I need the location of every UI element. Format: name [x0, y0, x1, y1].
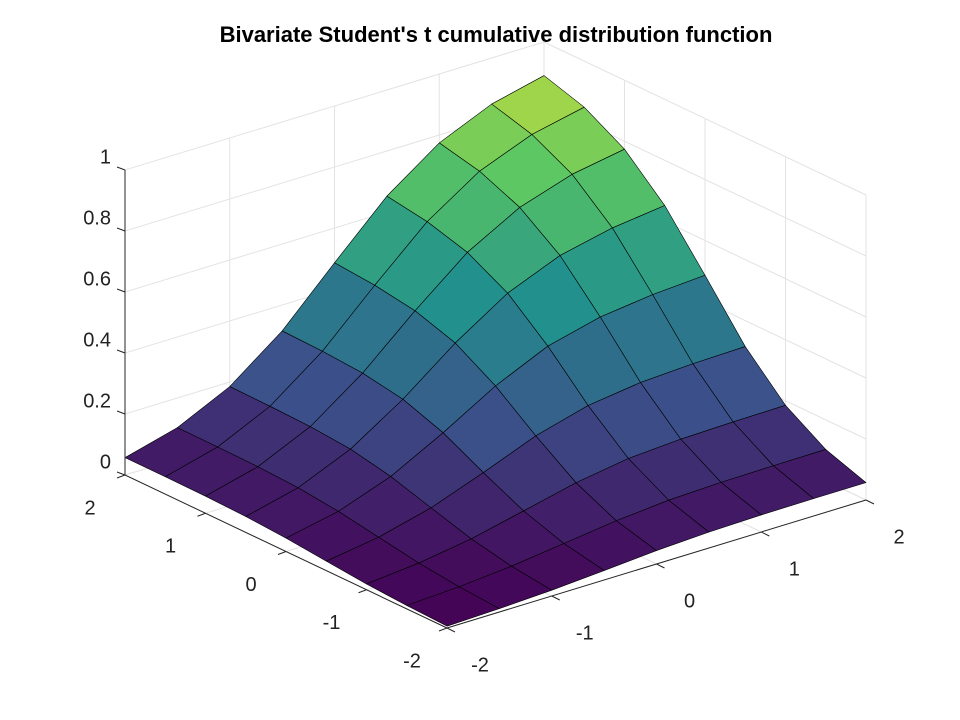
- z-tick: [116, 166, 126, 171]
- z-tick: [116, 288, 126, 293]
- y-tick-label: 0: [245, 574, 256, 596]
- y-tick-label: -2: [403, 650, 421, 672]
- z-tick-label: 0.8: [83, 207, 111, 229]
- y-tick-label: 2: [84, 497, 95, 519]
- z-tick-label: 0.6: [83, 268, 111, 290]
- x-tick: [656, 563, 665, 569]
- y-tick-label: -1: [323, 612, 341, 634]
- x-tick-label: 2: [893, 526, 904, 548]
- x-tick-label: 1: [789, 558, 800, 580]
- z-tick: [116, 471, 126, 476]
- z-tick-label: 0: [100, 451, 111, 473]
- z-tick: [116, 410, 126, 415]
- y-tick-label: 1: [165, 536, 176, 558]
- y-tick: [116, 474, 126, 479]
- x-tick: [446, 627, 456, 633]
- z-tick: [116, 349, 126, 354]
- z-tick: [116, 227, 126, 232]
- chart-title: Bivariate Student's t cumulative distrib…: [220, 22, 773, 47]
- z-tick-label: 1: [100, 146, 111, 168]
- z-tick-label: 0.2: [83, 390, 111, 412]
- x-tick: [761, 531, 770, 537]
- y-tick: [197, 512, 206, 517]
- surface-patch: [406, 586, 500, 627]
- y-tick: [358, 589, 367, 594]
- x-tick-label: 0: [684, 590, 695, 612]
- grid-line: [543, 41, 867, 196]
- y-tick: [438, 627, 448, 632]
- grid-line: [124, 41, 545, 171]
- y-tick: [277, 551, 287, 555]
- x-tick: [865, 499, 875, 505]
- x-tick-label: -2: [471, 654, 489, 676]
- z-tick-label: 0.4: [83, 329, 111, 351]
- x-tick-label: -1: [576, 622, 594, 644]
- x-tick: [551, 595, 560, 601]
